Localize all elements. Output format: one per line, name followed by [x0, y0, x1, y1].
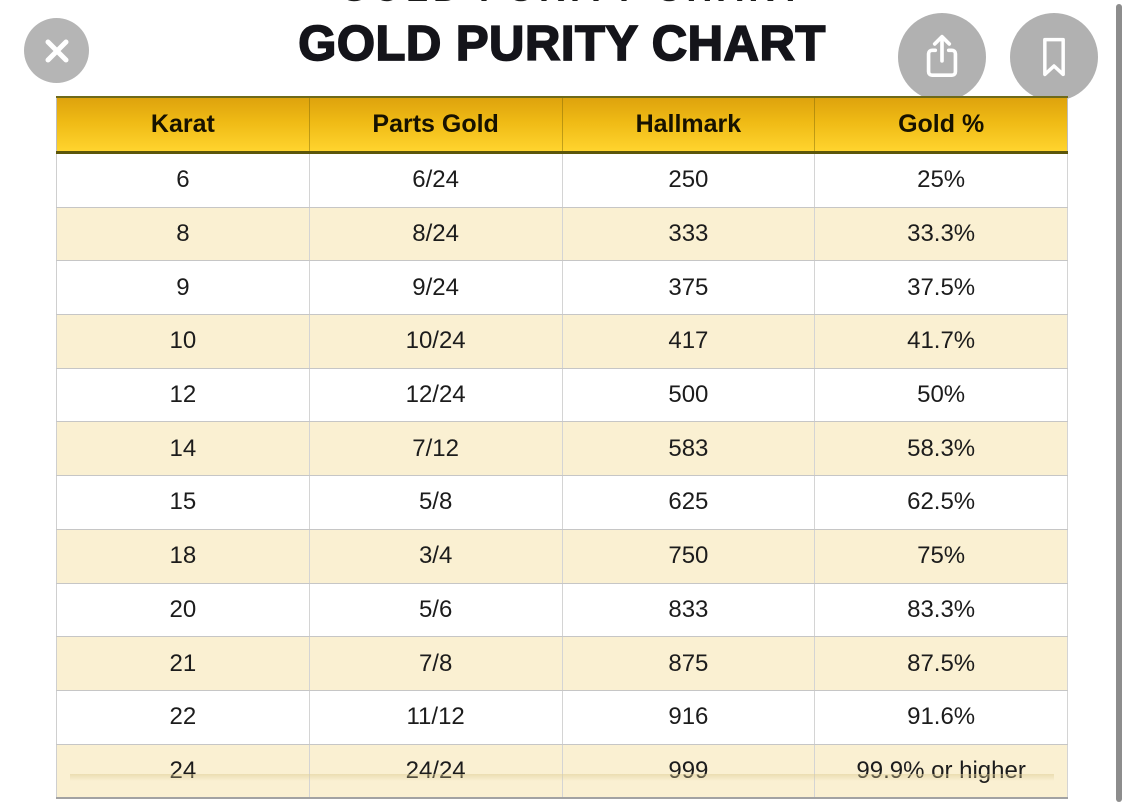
page-title: GOLD PURITY CHART: [297, 16, 826, 72]
table-cell: 10: [56, 314, 310, 369]
table-cell: 24: [56, 744, 310, 800]
table-cell: 5/6: [309, 583, 563, 638]
table-cell: 583: [562, 421, 816, 477]
table-cell: 750: [562, 529, 816, 584]
table-cell: 8: [56, 207, 310, 262]
table-cell: 15: [56, 475, 310, 530]
table-cell: 87.5%: [814, 636, 1068, 691]
table-cell: 41.7%: [814, 314, 1068, 369]
column-header: Parts Gold: [309, 96, 563, 154]
table-cell: 50%: [814, 368, 1068, 423]
table-cell: 37.5%: [814, 260, 1068, 316]
table-cell: 91.6%: [814, 690, 1068, 745]
table-row: 24 24/24 999 99.9% or higher: [56, 744, 1068, 800]
table-cell: 25%: [814, 152, 1068, 208]
table-cell: 5/8: [309, 475, 563, 530]
table-cell: 8/24: [309, 207, 563, 262]
table-cell: 9: [56, 260, 310, 316]
table-row: 15 5/8 625 62.5%: [56, 475, 1068, 530]
table-cell: 99.9% or higher: [814, 744, 1068, 800]
table-cell: 9/24: [309, 260, 563, 316]
table-cell: 83.3%: [814, 583, 1068, 638]
table-cell: 417: [562, 314, 816, 369]
table-cell: 12/24: [309, 368, 563, 423]
table-row: 22 11/12 916 91.6%: [56, 690, 1068, 745]
table-cell: 833: [562, 583, 816, 638]
table-header-row: Karat Parts Gold Hallmark Gold %: [56, 96, 1068, 154]
bookmark-icon: [1032, 33, 1076, 81]
scrollbar-thumb[interactable]: [1116, 4, 1122, 802]
table-cell: 7/8: [309, 636, 563, 691]
table-cell: 10/24: [309, 314, 563, 369]
table-cell: 20: [56, 583, 310, 638]
table-row: 8 8/24 333 33.3%: [56, 207, 1068, 262]
table-cell: 22: [56, 690, 310, 745]
table-cell: 21: [56, 636, 310, 691]
table-cell: 999: [562, 744, 816, 800]
table-row: 18 3/4 750 75%: [56, 529, 1068, 584]
close-icon: [40, 34, 74, 68]
table-row: 20 5/6 833 83.3%: [56, 583, 1068, 638]
table-cell: 7/12: [309, 421, 563, 477]
table-bottom-shadow: [70, 774, 1054, 781]
table-cell: 375: [562, 260, 816, 316]
table-cell: 250: [562, 152, 816, 208]
table-cell: 24/24: [309, 744, 563, 800]
clipped-text-top: GOLD PURITY CHART: [340, 0, 870, 9]
share-button[interactable]: [898, 13, 986, 101]
table-row: 9 9/24 375 37.5%: [56, 260, 1068, 316]
table-row: 14 7/12 583 58.3%: [56, 421, 1068, 477]
table-row: 6 6/24 250 25%: [56, 152, 1068, 208]
table-cell: 625: [562, 475, 816, 530]
table-cell: 62.5%: [814, 475, 1068, 530]
column-header: Karat: [56, 96, 310, 154]
table-cell: 18: [56, 529, 310, 584]
share-icon: [919, 32, 965, 82]
table-body: 6 6/24 250 25% 8 8/24 333 33.3% 9 9/24 375 37.5% 10 1…: [56, 152, 1068, 800]
table-cell: 33.3%: [814, 207, 1068, 262]
table-cell: 12: [56, 368, 310, 423]
table-cell: 333: [562, 207, 816, 262]
table-cell: 3/4: [309, 529, 563, 584]
gold-purity-table: Karat Parts Gold Hallmark Gold % 6 6/24 250 25…: [56, 96, 1068, 800]
table-cell: 14: [56, 421, 310, 477]
table-row: 12 12/24 500 50%: [56, 368, 1068, 423]
table-cell: 75%: [814, 529, 1068, 584]
table-cell: 500: [562, 368, 816, 423]
close-button[interactable]: [24, 18, 89, 83]
table-cell: 875: [562, 636, 816, 691]
table-row: 10 10/24 417 41.7%: [56, 314, 1068, 369]
table-cell: 916: [562, 690, 816, 745]
table-row: 21 7/8 875 87.5%: [56, 636, 1068, 691]
column-header: Gold %: [814, 96, 1068, 154]
table-cell: 58.3%: [814, 421, 1068, 477]
bookmark-button[interactable]: [1010, 13, 1098, 101]
table-cell: 6/24: [309, 152, 563, 208]
table-cell: 11/12: [309, 690, 563, 745]
column-header: Hallmark: [562, 96, 816, 154]
table-cell: 6: [56, 152, 310, 208]
